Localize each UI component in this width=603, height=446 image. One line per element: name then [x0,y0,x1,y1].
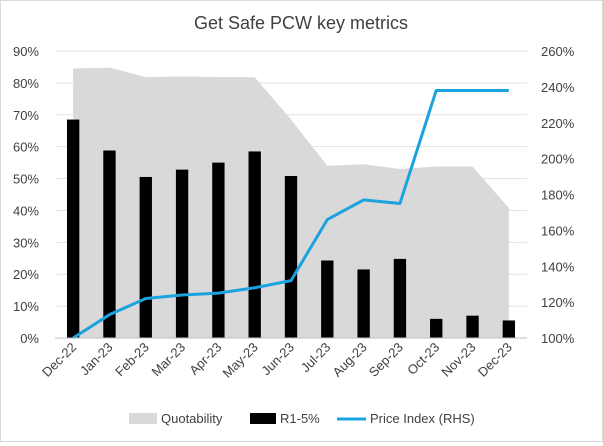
x-tick-label: Jun-23 [258,340,297,379]
r1-bar [212,162,225,338]
y-left-tick-label: 80% [13,76,39,91]
x-axis: Dec-22Jan-23Feb-23Mar-23Apr-23May-23Jun-… [39,337,527,381]
legend: Quotability R1-5% Price Index (RHS) [129,411,475,426]
r1-bar [357,269,370,338]
legend-swatch-r1 [250,413,276,424]
legend-label-r1: R1-5% [280,411,320,426]
r1-bar [430,318,443,338]
x-tick-label: Oct-23 [404,340,442,378]
y-right-tick-label: 100% [541,331,575,346]
x-tick-label: Dec-22 [39,340,79,380]
r1-bar [103,150,116,338]
x-tick-label: Aug-23 [329,340,369,380]
y-left-tick-label: 60% [13,140,39,155]
x-tick-label: Dec-23 [475,340,515,380]
y-left-tick-label: 50% [13,172,39,187]
r1-bar [466,315,479,338]
y-right-tick-label: 240% [541,80,575,95]
y-right-tick-label: 260% [541,44,575,59]
y-right-tick-label: 200% [541,152,575,167]
y-left-tick-label: 70% [13,108,39,123]
r1-bar [393,258,407,338]
r1-bar [502,320,516,338]
x-tick-label: May-23 [220,340,261,381]
legend-label-price-index: Price Index (RHS) [370,411,475,426]
y-left-tick-label: 90% [13,44,39,59]
legend-label-quotability: Quotability [161,411,223,426]
r1-bar [139,176,152,338]
x-tick-label: Sep-23 [366,340,406,380]
r1-bar [284,176,298,338]
y-left-tick-label: 40% [13,203,39,218]
y-left-tick-label: 20% [13,267,39,282]
r1-bar [175,169,189,338]
price-index-line [72,88,509,340]
y-axis-left: 0% 10% 20% 30% 40% 50% 60% 70% 80% 90% [13,44,39,346]
x-tick-label: Mar-23 [148,340,188,380]
price-index-line-layer [72,88,509,340]
y-right-tick-label: 120% [541,295,575,310]
x-tick-label: Jan-23 [77,340,116,379]
r1-bar [321,260,334,338]
x-tick-label: Nov-23 [438,340,478,380]
y-left-tick-label: 0% [20,331,39,346]
y-right-tick-label: 220% [541,116,575,131]
y-right-tick-label: 140% [541,259,575,274]
legend-swatch-quotability [129,413,157,424]
x-tick-label: Apr-23 [186,340,224,378]
y-right-tick-label: 160% [541,223,575,238]
y-left-tick-label: 30% [13,235,39,250]
x-tick-label: Feb-23 [112,340,152,380]
y-left-tick-label: 10% [13,299,39,314]
chart-title: Get Safe PCW key metrics [194,13,408,33]
y-right-tick-label: 180% [541,188,575,203]
r1-bar [66,119,80,338]
y-axis-right: 100% 120% 140% 160% 180% 200% 220% 240% 260% [541,44,575,346]
r1-bar [248,151,261,338]
x-tick-label: Jul-23 [298,340,334,376]
